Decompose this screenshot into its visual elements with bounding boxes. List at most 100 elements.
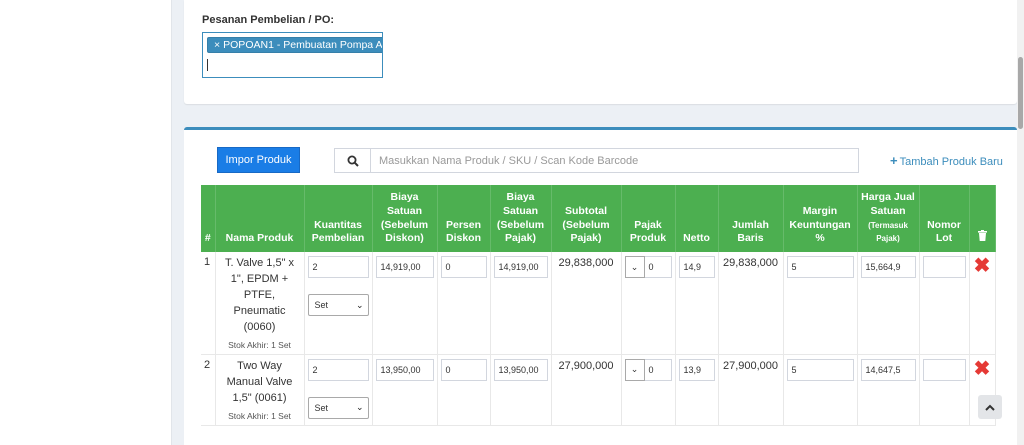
sale-price-note: (Termasuk Pajak) bbox=[868, 220, 908, 244]
scrollbar[interactable] bbox=[1017, 0, 1024, 445]
row-sale-price-cell: 14,647,5 bbox=[857, 354, 920, 426]
col-sale-price: Harga Jual Satuan (Termasuk Pajak) bbox=[857, 185, 920, 252]
table-header-row: # Nama Produk Kuantitas Pembelian Biaya … bbox=[201, 185, 996, 252]
unit-select[interactable]: Set ⌄ bbox=[307, 294, 369, 316]
search-icon[interactable] bbox=[335, 149, 371, 172]
row-discount-cell: 0 bbox=[437, 354, 491, 426]
subtotal-value: 27,900,000 bbox=[558, 359, 614, 372]
table-row: 2 Two Way Manual Valve 1,5" (0061) Stok … bbox=[201, 354, 996, 426]
col-name: Nama Produk bbox=[215, 185, 305, 252]
line-total-value: 27,900,000 bbox=[722, 359, 779, 372]
row-sale-price-cell: 15,664,9 bbox=[857, 252, 920, 355]
lot-input[interactable] bbox=[922, 256, 966, 278]
sidebar bbox=[0, 0, 172, 445]
row-subtotal: 27,900,000 bbox=[551, 354, 622, 426]
row-index: 1 bbox=[201, 252, 216, 355]
plus-icon: + bbox=[890, 153, 898, 168]
row-delete-cell: ✖ bbox=[969, 252, 996, 355]
scroll-to-top-button[interactable] bbox=[978, 395, 1002, 419]
row-lot-cell bbox=[919, 252, 970, 355]
tag-remove-icon[interactable]: × bbox=[214, 39, 221, 51]
col-index: # bbox=[201, 185, 216, 252]
row-unit-cost-cell: 13,950,00 bbox=[372, 354, 438, 426]
product-panel: Impor Produk +Tambah Produk Baru # Nama … bbox=[184, 127, 1017, 445]
tax-value[interactable]: 0 bbox=[644, 358, 672, 381]
sale-price-input[interactable]: 15,664,9 bbox=[860, 256, 916, 278]
product-table: # Nama Produk Kuantitas Pembelian Biaya … bbox=[201, 185, 996, 426]
scrollbar-thumb[interactable] bbox=[1018, 57, 1023, 129]
unit-cost-input[interactable]: 14,919,00 bbox=[375, 256, 434, 278]
qty-input[interactable]: 2 bbox=[307, 256, 369, 278]
row-lot-cell bbox=[919, 354, 970, 426]
add-new-product-link[interactable]: + Tambah Produk Baru bbox=[890, 153, 1003, 168]
stock-text: Stok Akhir: 1 Set bbox=[228, 410, 291, 421]
row-margin-cell: 5 bbox=[783, 354, 858, 426]
row-subtotal: 29,838,000 bbox=[551, 252, 622, 355]
add-new-product-label: Tambah Produk Baru bbox=[899, 156, 1003, 168]
po-multiselect[interactable]: × POPOAN1 - Pembuatan Pompa A bbox=[202, 32, 383, 78]
chevron-down-icon[interactable]: ⌄ bbox=[624, 358, 645, 381]
row-netto-cell: 14,9 bbox=[675, 252, 719, 355]
col-tax: Pajak Produk bbox=[621, 185, 676, 252]
col-line-total: Jumlah Baris bbox=[718, 185, 784, 252]
trash-icon bbox=[977, 230, 987, 242]
col-lot: Nomor Lot bbox=[919, 185, 970, 252]
row-qty-cell: 2 Set ⌄ bbox=[304, 252, 373, 355]
row-tax-cell: ⌄ 0 bbox=[621, 252, 676, 355]
col-actions bbox=[969, 185, 996, 252]
row-qty-cell: 2 Set ⌄ bbox=[304, 354, 373, 426]
unit-select[interactable]: Set ⌄ bbox=[307, 396, 369, 419]
stock-text: Stok Akhir: 1 Set bbox=[228, 339, 291, 350]
col-margin: Margin Keuntungan % bbox=[783, 185, 858, 252]
row-unit-cost-pretax-cell: 13,950,00 bbox=[490, 354, 552, 426]
delete-x-icon[interactable]: ✖ bbox=[973, 255, 991, 277]
purchase-order-panel: Pesanan Pembelian / PO: × POPOAN1 - Pembu… bbox=[184, 0, 1017, 104]
sale-price-input[interactable]: 14,647,5 bbox=[860, 358, 916, 381]
margin-input[interactable]: 5 bbox=[786, 358, 854, 381]
discount-input[interactable]: 0 bbox=[440, 256, 487, 278]
search-input[interactable] bbox=[371, 149, 858, 172]
col-subtotal: Subtotal (Sebelum Pajak) bbox=[551, 185, 622, 252]
col-netto: Netto bbox=[675, 185, 719, 252]
tax-control[interactable]: ⌄ 0 bbox=[624, 256, 672, 278]
tax-control[interactable]: ⌄ 0 bbox=[624, 358, 672, 381]
col-qty: Kuantitas Pembelian bbox=[304, 185, 373, 252]
unit-value: Set bbox=[314, 300, 329, 310]
col-unit-cost: Biaya Satuan (Sebelum Diskon) bbox=[372, 185, 438, 252]
chevron-down-icon: ⌄ bbox=[355, 402, 364, 413]
line-total-value: 29,838,000 bbox=[722, 257, 779, 269]
row-line-total: 29,838,000 bbox=[718, 252, 784, 355]
lot-input[interactable] bbox=[922, 358, 966, 381]
row-product: Two Way Manual Valve 1,5" (0061) Stok Ak… bbox=[215, 354, 305, 426]
import-product-button[interactable]: Impor Produk bbox=[217, 147, 300, 173]
subtotal-value: 29,838,000 bbox=[558, 257, 614, 269]
qty-input[interactable]: 2 bbox=[307, 358, 369, 381]
product-name[interactable]: T. Valve 1,5" x 1", EPDM + PTFE, Pneumat… bbox=[224, 257, 295, 333]
delete-x-icon[interactable]: ✖ bbox=[973, 357, 991, 380]
po-tag-text: POPOAN1 - Pembuatan Pompa A bbox=[223, 39, 383, 51]
col-unit-cost-pretax: Biaya Satuan (Sebelum Pajak) bbox=[490, 185, 552, 252]
sale-price-header: Harga Jual Satuan bbox=[861, 191, 915, 218]
discount-input[interactable]: 0 bbox=[440, 358, 487, 381]
netto-input[interactable]: 13,9 bbox=[678, 358, 715, 381]
unit-value: Set bbox=[314, 402, 329, 413]
table-row: 1 T. Valve 1,5" x 1", EPDM + PTFE, Pneum… bbox=[201, 252, 996, 355]
col-discount: Persen Diskon bbox=[437, 185, 491, 252]
row-index: 2 bbox=[201, 354, 216, 426]
po-tag[interactable]: × POPOAN1 - Pembuatan Pompa A bbox=[207, 37, 383, 53]
unit-cost-pretax-input[interactable]: 14,919,00 bbox=[493, 256, 548, 278]
po-label: Pesanan Pembelian / PO: bbox=[202, 14, 335, 26]
unit-cost-input[interactable]: 13,950,00 bbox=[375, 358, 434, 381]
product-name[interactable]: Two Way Manual Valve 1,5" (0061) bbox=[226, 359, 293, 404]
unit-cost-pretax-input[interactable]: 13,950,00 bbox=[493, 358, 548, 381]
product-search[interactable] bbox=[334, 148, 859, 173]
chevron-up-icon bbox=[985, 404, 995, 411]
row-tax-cell: ⌄ 0 bbox=[621, 354, 676, 426]
row-netto-cell: 13,9 bbox=[675, 354, 719, 426]
chevron-down-icon[interactable]: ⌄ bbox=[624, 256, 645, 278]
row-line-total: 27,900,000 bbox=[718, 354, 784, 426]
netto-input[interactable]: 14,9 bbox=[678, 256, 715, 278]
row-unit-cost-pretax-cell: 14,919,00 bbox=[490, 252, 552, 355]
tax-value[interactable]: 0 bbox=[644, 256, 672, 278]
margin-input[interactable]: 5 bbox=[786, 256, 854, 278]
